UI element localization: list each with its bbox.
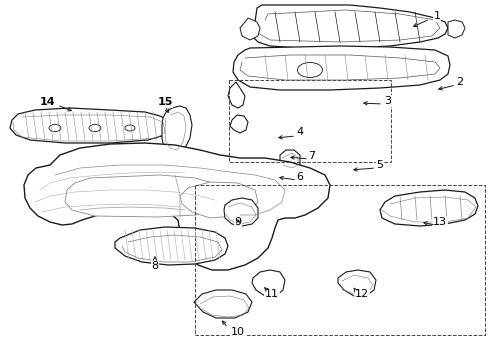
Ellipse shape: [49, 125, 61, 131]
Polygon shape: [162, 106, 192, 155]
Text: 1: 1: [434, 11, 441, 21]
Text: 4: 4: [296, 127, 304, 137]
Ellipse shape: [89, 125, 101, 131]
Text: 9: 9: [234, 217, 242, 227]
Polygon shape: [252, 5, 448, 48]
Text: 12: 12: [355, 289, 369, 299]
Polygon shape: [115, 227, 228, 265]
Text: 13: 13: [433, 217, 447, 227]
Polygon shape: [240, 18, 260, 40]
Ellipse shape: [297, 63, 322, 77]
Text: 15: 15: [157, 97, 172, 107]
Polygon shape: [448, 20, 465, 38]
Text: 3: 3: [385, 96, 392, 106]
Polygon shape: [228, 82, 245, 108]
Polygon shape: [65, 175, 225, 217]
Polygon shape: [380, 190, 478, 226]
Polygon shape: [180, 182, 258, 218]
Polygon shape: [338, 270, 376, 296]
Text: 7: 7: [308, 151, 316, 161]
Polygon shape: [224, 198, 258, 226]
Text: 10: 10: [231, 327, 245, 337]
Polygon shape: [194, 290, 252, 318]
Text: 14: 14: [39, 97, 55, 107]
Polygon shape: [10, 108, 170, 143]
Text: 6: 6: [296, 172, 303, 182]
Polygon shape: [280, 150, 300, 169]
Text: 5: 5: [376, 160, 384, 170]
Polygon shape: [24, 143, 330, 270]
Polygon shape: [252, 270, 285, 296]
Text: 2: 2: [457, 77, 464, 87]
Text: 11: 11: [265, 289, 279, 299]
Ellipse shape: [125, 125, 135, 131]
Polygon shape: [233, 46, 450, 90]
Polygon shape: [262, 160, 283, 182]
Text: 8: 8: [151, 261, 159, 271]
Polygon shape: [230, 115, 248, 133]
